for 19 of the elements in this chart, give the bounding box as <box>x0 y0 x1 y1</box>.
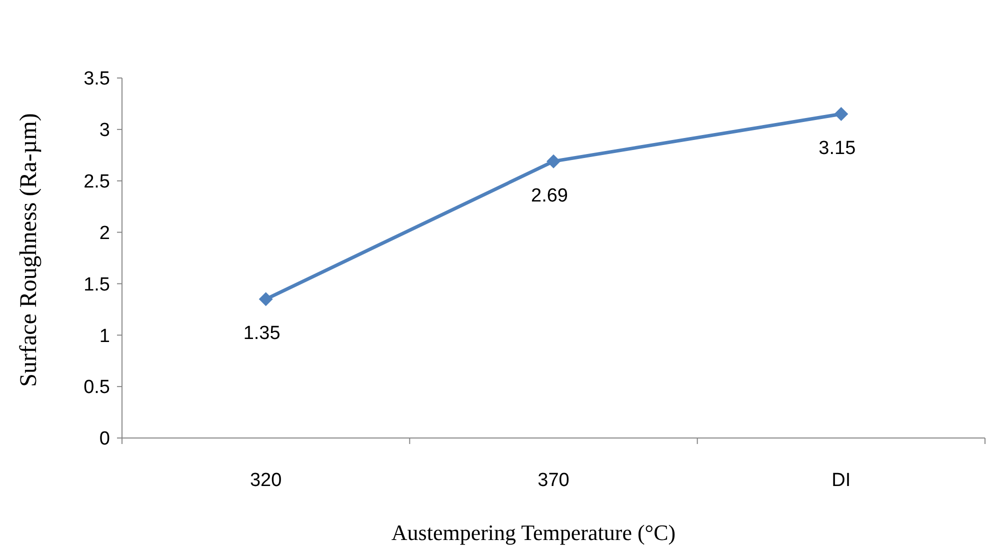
y-tick-label: 3.5 <box>84 68 110 90</box>
y-tick-label: 0 <box>99 428 110 450</box>
x-axis-title: Austempering Temperature (°C) <box>391 520 676 545</box>
data-label: 1.35 <box>243 323 280 344</box>
point <box>546 154 560 168</box>
y-tick-label: 3 <box>99 120 110 142</box>
y-axis-title: Surface Roughness (Ra-µm) <box>16 113 42 387</box>
data-label: 2.69 <box>531 185 568 206</box>
x-tick-label: DI <box>832 470 851 491</box>
y-tick-label: 1.5 <box>84 274 110 296</box>
y-tick-label: 0.5 <box>84 377 110 398</box>
y-tick-label: 2.5 <box>84 172 110 193</box>
x-tick-label: 370 <box>538 470 570 491</box>
data-label: 3.15 <box>818 138 856 159</box>
point <box>258 292 273 306</box>
x-tick-label: 320 <box>250 470 282 491</box>
y-tick-label: 1 <box>99 326 110 347</box>
y-tick-label: 2 <box>99 222 110 244</box>
point <box>834 107 848 121</box>
